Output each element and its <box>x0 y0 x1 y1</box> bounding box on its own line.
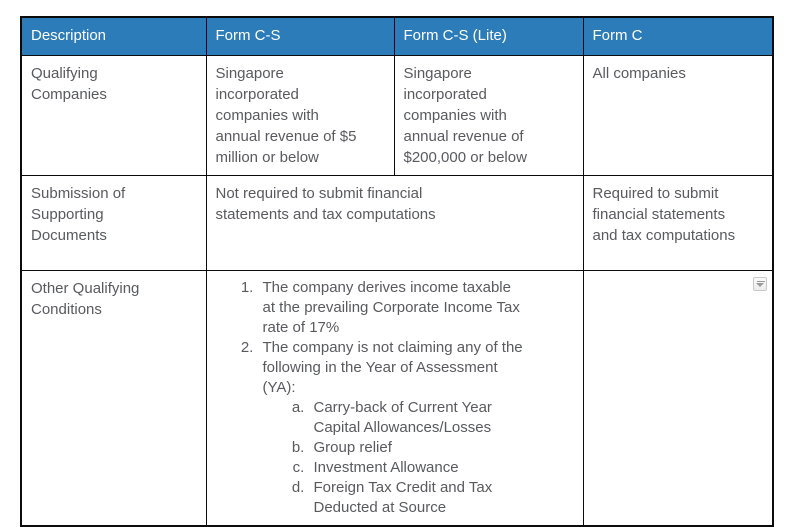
condition-sub-b: Group relief <box>309 438 528 458</box>
condition-sub-a: Carry-back of Current Year Capital Allow… <box>309 398 528 438</box>
qualifying-label-text: Qualifying Companies <box>31 64 107 103</box>
cell-qualifying-form-cs: Singapore incorporated companies with an… <box>205 54 395 176</box>
other-label-text: Other Qualifying Conditions <box>31 279 140 318</box>
cell-other-label: Other Qualifying Conditions <box>20 269 207 526</box>
condition-item-2-text: The company is not claiming any of the f… <box>262 338 523 396</box>
chevron-down-icon <box>756 282 764 287</box>
dropdown-button[interactable] <box>753 276 767 291</box>
cell-qualifying-label: Qualifying Companies <box>20 54 207 176</box>
condition-item-1: The company derives income taxable at th… <box>258 278 528 338</box>
header-description: Description <box>20 16 207 56</box>
row-submission-documents: Submission of Supporting Documents Not r… <box>20 174 774 271</box>
condition-sub-c: Investment Allowance <box>309 458 528 478</box>
condition-item-2: The company is not claiming any of the f… <box>258 338 528 518</box>
header-form-cs-lite: Form C-S (Lite) <box>393 16 584 56</box>
condition-sub-d: Foreign Tax Credit and Tax Deducted at S… <box>309 478 528 518</box>
header-row: Description Form C-S Form C-S (Lite) For… <box>20 16 774 56</box>
cell-qualifying-form-cs-lite: Singapore incorporated companies with an… <box>393 54 584 176</box>
cell-other-conditions: The company derives income taxable at th… <box>205 269 584 526</box>
row-qualifying-companies: Qualifying Companies Singapore incorpora… <box>20 54 774 176</box>
qualifying-form-cs-text: Singapore incorporated companies with an… <box>215 64 357 166</box>
header-form-c: Form C <box>582 16 774 56</box>
cell-submission-merged: Not required to submit financial stateme… <box>205 174 584 271</box>
cell-submission-form-c: Required to submit financial statements … <box>582 174 774 271</box>
header-form-cs: Form C-S <box>205 16 395 56</box>
submission-form-c-text: Required to submit financial statements … <box>592 184 736 244</box>
row-other-qualifying-conditions: Other Qualifying Conditions The company … <box>20 269 774 526</box>
submission-merged-text: Not required to submit financial stateme… <box>215 184 436 223</box>
form-comparison-container: Description Form C-S Form C-S (Lite) For… <box>20 16 774 527</box>
cell-submission-label: Submission of Supporting Documents <box>20 174 207 271</box>
qualifying-form-cs-lite-text: Singapore incorporated companies with an… <box>403 64 527 166</box>
submission-label-text: Submission of Supporting Documents <box>31 184 126 244</box>
dropdown-icon-bar <box>757 280 765 282</box>
cell-other-form-c <box>582 269 774 526</box>
form-comparison-table: Description Form C-S Form C-S (Lite) For… <box>20 16 774 527</box>
qualifying-form-c-text: All companies <box>592 64 686 82</box>
conditions-list: The company derives income taxable at th… <box>216 278 528 518</box>
conditions-sublist: Carry-back of Current Year Capital Allow… <box>263 398 528 518</box>
cell-qualifying-form-c: All companies <box>582 54 774 176</box>
